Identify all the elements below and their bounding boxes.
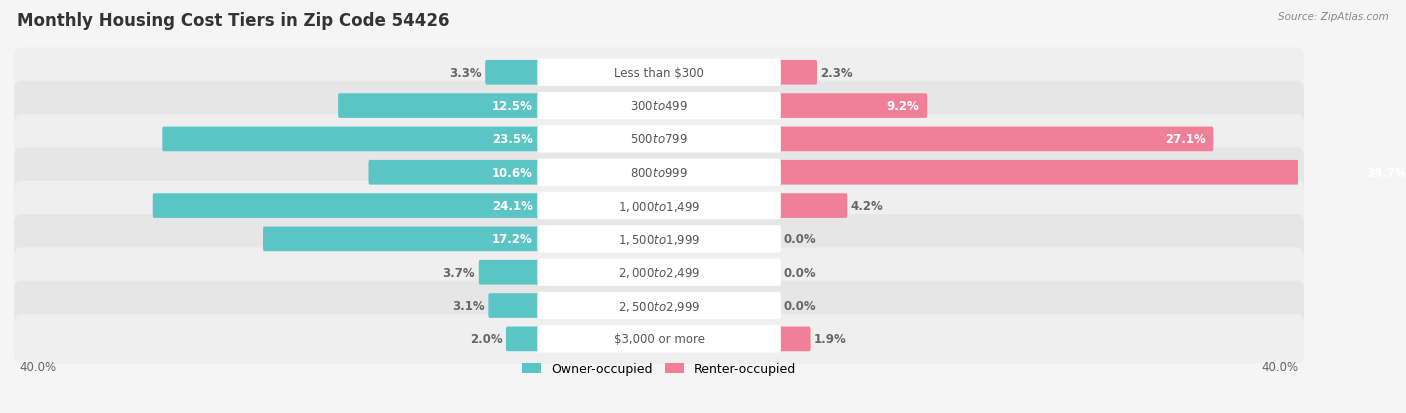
Text: $300 to $499: $300 to $499: [630, 100, 688, 113]
FancyBboxPatch shape: [778, 194, 848, 218]
FancyBboxPatch shape: [537, 126, 780, 153]
Text: $1,000 to $1,499: $1,000 to $1,499: [617, 199, 700, 213]
Text: 3.1%: 3.1%: [453, 299, 485, 312]
FancyBboxPatch shape: [778, 94, 928, 119]
Text: $2,000 to $2,499: $2,000 to $2,499: [617, 266, 700, 280]
Text: 0.0%: 0.0%: [783, 233, 817, 246]
Text: 1.9%: 1.9%: [814, 332, 846, 346]
FancyBboxPatch shape: [337, 94, 540, 119]
FancyBboxPatch shape: [778, 161, 1406, 185]
FancyBboxPatch shape: [479, 260, 540, 285]
Text: $2,500 to $2,999: $2,500 to $2,999: [617, 299, 700, 313]
Text: 17.2%: 17.2%: [492, 233, 533, 246]
FancyBboxPatch shape: [488, 294, 540, 318]
FancyBboxPatch shape: [506, 327, 540, 351]
Text: 27.1%: 27.1%: [1166, 133, 1206, 146]
Text: Monthly Housing Cost Tiers in Zip Code 54426: Monthly Housing Cost Tiers in Zip Code 5…: [17, 12, 450, 30]
FancyBboxPatch shape: [14, 314, 1303, 364]
FancyBboxPatch shape: [14, 115, 1303, 164]
Text: 0.0%: 0.0%: [783, 266, 817, 279]
Text: 3.3%: 3.3%: [449, 66, 482, 80]
FancyBboxPatch shape: [778, 61, 817, 85]
Legend: Owner-occupied, Renter-occupied: Owner-occupied, Renter-occupied: [517, 358, 801, 380]
FancyBboxPatch shape: [14, 82, 1303, 131]
Text: 9.2%: 9.2%: [887, 100, 920, 113]
Text: $800 to $999: $800 to $999: [630, 166, 688, 179]
FancyBboxPatch shape: [14, 214, 1303, 264]
Text: 39.7%: 39.7%: [1367, 166, 1406, 179]
FancyBboxPatch shape: [778, 327, 811, 351]
FancyBboxPatch shape: [14, 181, 1303, 231]
Text: 3.7%: 3.7%: [443, 266, 475, 279]
FancyBboxPatch shape: [537, 325, 780, 353]
Text: 23.5%: 23.5%: [492, 133, 533, 146]
Text: 2.3%: 2.3%: [821, 66, 853, 80]
FancyBboxPatch shape: [537, 192, 780, 220]
Text: 0.0%: 0.0%: [783, 299, 817, 312]
Text: Source: ZipAtlas.com: Source: ZipAtlas.com: [1278, 12, 1389, 22]
FancyBboxPatch shape: [485, 61, 540, 85]
FancyBboxPatch shape: [537, 292, 780, 319]
FancyBboxPatch shape: [368, 161, 540, 185]
Text: $1,500 to $1,999: $1,500 to $1,999: [617, 233, 700, 246]
FancyBboxPatch shape: [537, 159, 780, 186]
FancyBboxPatch shape: [14, 148, 1303, 197]
Text: 24.1%: 24.1%: [492, 199, 533, 213]
Text: 40.0%: 40.0%: [20, 360, 56, 373]
Text: Less than $300: Less than $300: [614, 66, 704, 80]
Text: 4.2%: 4.2%: [851, 199, 883, 213]
FancyBboxPatch shape: [14, 248, 1303, 297]
Text: 2.0%: 2.0%: [470, 332, 502, 346]
FancyBboxPatch shape: [153, 194, 540, 218]
FancyBboxPatch shape: [162, 127, 540, 152]
FancyBboxPatch shape: [537, 93, 780, 120]
FancyBboxPatch shape: [778, 127, 1213, 152]
Text: $500 to $799: $500 to $799: [630, 133, 688, 146]
FancyBboxPatch shape: [263, 227, 540, 252]
FancyBboxPatch shape: [537, 225, 780, 253]
FancyBboxPatch shape: [14, 281, 1303, 330]
Text: 12.5%: 12.5%: [492, 100, 533, 113]
FancyBboxPatch shape: [537, 59, 780, 87]
FancyBboxPatch shape: [537, 259, 780, 286]
Text: 40.0%: 40.0%: [1261, 360, 1298, 373]
Text: $3,000 or more: $3,000 or more: [613, 332, 704, 346]
Text: 10.6%: 10.6%: [492, 166, 533, 179]
FancyBboxPatch shape: [14, 48, 1303, 98]
